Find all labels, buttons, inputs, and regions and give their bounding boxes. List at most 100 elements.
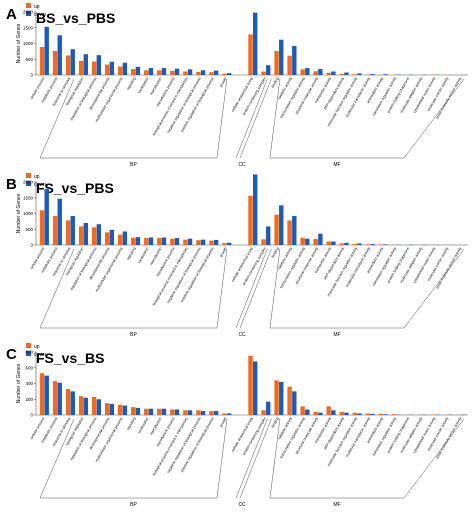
bar-up — [222, 74, 226, 75]
group-label-bp: BP — [130, 502, 137, 508]
x-tick-label: localization — [137, 417, 149, 434]
bar-down — [253, 13, 257, 75]
bar-down — [84, 223, 88, 245]
bar-up — [340, 243, 344, 245]
bar-down — [110, 62, 114, 75]
group-label-bp: BP — [130, 162, 137, 168]
bar-up — [261, 72, 265, 75]
bracket-bp — [40, 419, 227, 498]
y-tick-label: 0 — [30, 73, 33, 78]
bar-up — [92, 227, 96, 245]
panel-label: B — [6, 176, 17, 193]
bar-down — [370, 414, 374, 415]
bar-down — [266, 402, 270, 415]
x-tick-label: protein-containing complex — [242, 76, 267, 115]
bar-down — [383, 414, 387, 415]
y-tick-label: 500 — [25, 227, 33, 232]
bar-down — [175, 409, 179, 415]
y-tick-label: 1000 — [23, 41, 34, 46]
bar-up — [144, 238, 148, 245]
bar-up — [222, 413, 226, 415]
y-axis-label: Number of Genes — [16, 193, 22, 233]
bar-up — [40, 373, 44, 415]
bar-up — [53, 381, 57, 415]
bar-down — [331, 242, 335, 245]
bar-down — [370, 74, 374, 75]
bar-down — [188, 239, 192, 245]
bar-up — [196, 410, 200, 415]
y-tick-label: 0 — [30, 413, 33, 418]
x-tick-label: molecular transducer activity — [345, 76, 371, 118]
bar-up — [170, 409, 174, 415]
bar-down — [383, 74, 387, 75]
bar-up — [209, 241, 213, 245]
y-tick-label: 1500 — [23, 195, 34, 200]
bar-down — [110, 230, 114, 245]
bar-down — [279, 205, 283, 245]
x-tick-label: localization — [137, 77, 149, 94]
bar-down — [201, 411, 205, 415]
bar-up — [261, 410, 265, 415]
y-tick-label: 2000 — [23, 10, 34, 15]
x-tick-label: small molecule sensor activity — [435, 76, 462, 119]
bracket-bp — [40, 249, 227, 328]
bar-up — [353, 74, 357, 75]
x-tick-label: protein-containing complex — [242, 246, 267, 285]
bar-down — [318, 234, 322, 245]
bar-down — [136, 408, 140, 415]
bar-up — [118, 66, 122, 75]
bar-down — [292, 46, 296, 75]
bar-up — [183, 410, 187, 415]
bar-down — [71, 391, 75, 415]
bar-up — [274, 380, 278, 415]
bar-up — [183, 240, 187, 245]
legend-swatch-up — [26, 343, 31, 348]
group-label-cc: CC — [238, 162, 246, 168]
bar-down — [201, 70, 205, 75]
bar-down — [71, 216, 75, 245]
bar-down — [370, 244, 374, 245]
bar-up — [131, 407, 135, 415]
bar-down — [305, 239, 309, 245]
bar-up — [209, 72, 213, 75]
bar-up — [40, 47, 44, 75]
bar-up — [222, 243, 226, 245]
bar-down — [149, 68, 153, 75]
bar-down — [344, 72, 348, 75]
bar-down — [357, 243, 361, 245]
y-tick-label: 2000 — [23, 180, 34, 185]
bar-down — [331, 72, 335, 75]
bar-up — [326, 73, 330, 75]
bar-down — [71, 49, 75, 75]
x-tick-label: molecular transducer activity — [345, 246, 371, 288]
bar-up — [379, 414, 383, 415]
bar-down — [279, 40, 283, 75]
group-label-mf: MF — [333, 162, 340, 168]
x-tick-label: cellular anatomical entity — [231, 246, 254, 282]
bar-down — [292, 391, 296, 415]
bar-up — [274, 215, 278, 245]
x-tick-label: binding — [271, 417, 280, 429]
group-label-mf: MF — [333, 502, 340, 508]
bar-up — [313, 412, 317, 415]
x-tick-label: translation regulator activity — [372, 416, 397, 456]
bar-up — [92, 397, 96, 415]
bar-down — [227, 73, 231, 75]
bar-up — [196, 240, 200, 245]
x-tick-label: reproduction — [149, 77, 162, 96]
bar-down — [305, 409, 309, 415]
x-tick-label: signaling — [126, 247, 137, 261]
bar-up — [170, 239, 174, 245]
bar-up — [66, 55, 70, 75]
bar-down — [97, 224, 101, 245]
x-tick-label: localization — [137, 247, 149, 264]
bar-down — [214, 71, 218, 75]
bar-down — [383, 244, 387, 245]
bar-up — [261, 239, 265, 245]
bar-down — [162, 68, 166, 75]
bar-up — [105, 403, 109, 415]
group-label-bp: BP — [130, 332, 137, 338]
x-tick-label: signaling — [126, 77, 137, 91]
